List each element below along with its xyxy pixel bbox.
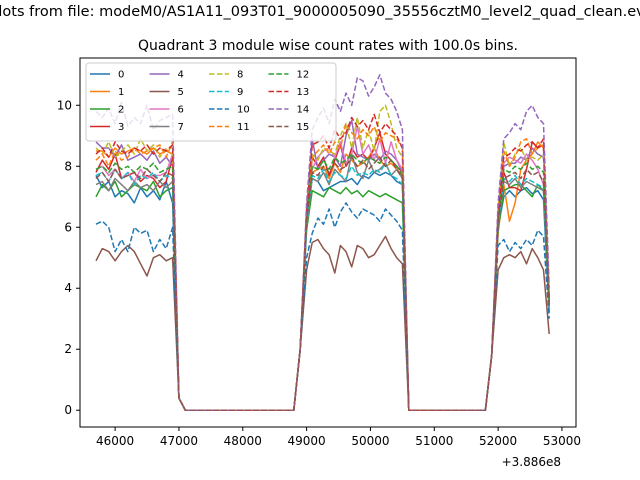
- y-tick-label: 2: [64, 342, 72, 356]
- legend-label-5: 5: [178, 87, 184, 98]
- x-tick-label: 47000: [160, 434, 198, 448]
- y-tick-label: 8: [64, 159, 72, 173]
- figure-suptitle: Plots from file: modeM0/AS1A11_093T01_90…: [0, 4, 640, 20]
- legend-label-4: 4: [178, 70, 184, 81]
- x-offset-label: +3.886e8: [502, 455, 561, 469]
- axes-frame: [79, 57, 577, 428]
- x-tick-label: 53000: [543, 434, 581, 448]
- series-line-10: [95, 202, 550, 411]
- x-tick-label: 52000: [479, 434, 517, 448]
- series-line-15: [95, 156, 550, 411]
- series-line-5: [95, 235, 550, 411]
- series-line-14: [95, 74, 550, 411]
- series-layer: [95, 74, 550, 411]
- y-tick-label: 10: [57, 98, 72, 112]
- chart-title: Quadrant 3 module wise count rates with …: [138, 38, 518, 54]
- legend-label-1: 1: [118, 87, 124, 98]
- legend-label-10: 10: [237, 105, 250, 116]
- legend-label-11: 11: [237, 122, 250, 133]
- y-tick-label: 6: [64, 220, 72, 234]
- legend-label-2: 2: [118, 105, 124, 116]
- x-tick-label: 49000: [288, 434, 326, 448]
- series-line-13: [95, 113, 550, 411]
- legend-label-12: 12: [297, 70, 310, 81]
- legend-label-7: 7: [178, 122, 184, 133]
- y-tick-label: 0: [64, 403, 72, 417]
- legend-label-6: 6: [178, 105, 184, 116]
- legend-label-13: 13: [297, 87, 310, 98]
- legend-label-0: 0: [118, 70, 124, 81]
- x-tick-label: 50000: [351, 434, 389, 448]
- legend-label-8: 8: [237, 70, 243, 81]
- legend-box: [85, 62, 337, 142]
- legend-label-14: 14: [297, 105, 310, 116]
- series-line-8: [95, 104, 550, 411]
- legend-label-9: 9: [237, 87, 243, 98]
- x-tick-label: 51000: [415, 434, 453, 448]
- x-axis: 46000 47000 48000 49000 50000 51000 52000 53000: [96, 427, 581, 448]
- legend-label-15: 15: [297, 122, 310, 133]
- y-tick-label: 4: [64, 281, 72, 295]
- x-tick-label: 48000: [224, 434, 262, 448]
- legend-label-3: 3: [118, 122, 124, 133]
- x-tick-label: 46000: [96, 434, 134, 448]
- y-axis: 0 2 4 6 8 10: [57, 98, 80, 417]
